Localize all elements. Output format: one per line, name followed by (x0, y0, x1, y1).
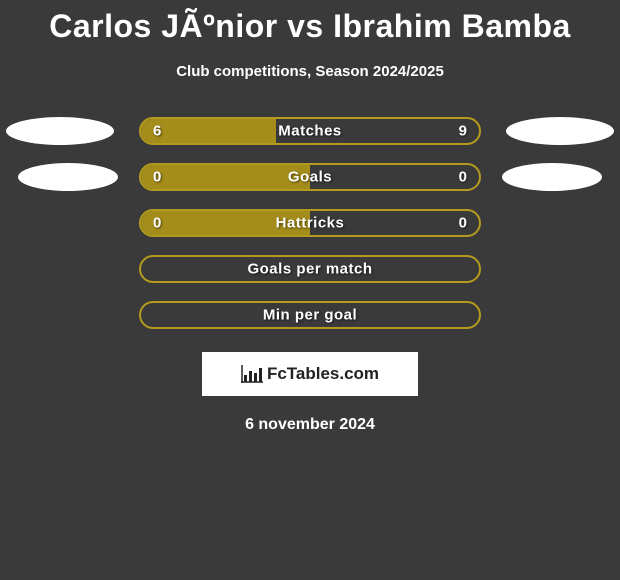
stat-label: Hattricks (276, 215, 345, 232)
player-right-ellipse (502, 163, 602, 191)
stat-value-right: 0 (459, 215, 467, 232)
comparison-row: 0 Goals 0 (0, 154, 620, 200)
player-left-ellipse (6, 117, 114, 145)
stat-value-left: 0 (153, 215, 161, 232)
date-text: 6 november 2024 (0, 416, 620, 434)
stat-bar: Goals per match (139, 255, 481, 283)
barchart-icon (241, 365, 263, 383)
stat-label: Goals per match (247, 261, 372, 278)
stat-bar: Min per goal (139, 301, 481, 329)
comparison-row: Min per goal (0, 292, 620, 338)
stat-value-right: 0 (459, 169, 467, 186)
comparison-row: 0 Hattricks 0 (0, 200, 620, 246)
logo-box: FcTables.com (202, 352, 418, 396)
stat-value-left: 0 (153, 169, 161, 186)
stat-bar-fill (141, 165, 310, 189)
stat-value-left: 6 (153, 123, 161, 140)
player-left-ellipse (18, 163, 118, 191)
stat-bar: 0 Hattricks 0 (139, 209, 481, 237)
stat-bar: 0 Goals 0 (139, 163, 481, 191)
comparison-rows: 6 Matches 9 0 Goals 0 0 Hattricks 0 Goals per mat… (0, 108, 620, 338)
stat-label: Goals (288, 169, 332, 186)
stat-bar: 6 Matches 9 (139, 117, 481, 145)
player-right-ellipse (506, 117, 614, 145)
comparison-row: 6 Matches 9 (0, 108, 620, 154)
subtitle: Club competitions, Season 2024/2025 (0, 63, 620, 80)
comparison-row: Goals per match (0, 246, 620, 292)
stat-label: Min per goal (263, 307, 357, 324)
stat-label: Matches (278, 123, 342, 140)
stat-value-right: 9 (459, 123, 467, 140)
page-title: Carlos JÃºnior vs Ibrahim Bamba (0, 8, 620, 45)
logo-text: FcTables.com (267, 364, 379, 384)
